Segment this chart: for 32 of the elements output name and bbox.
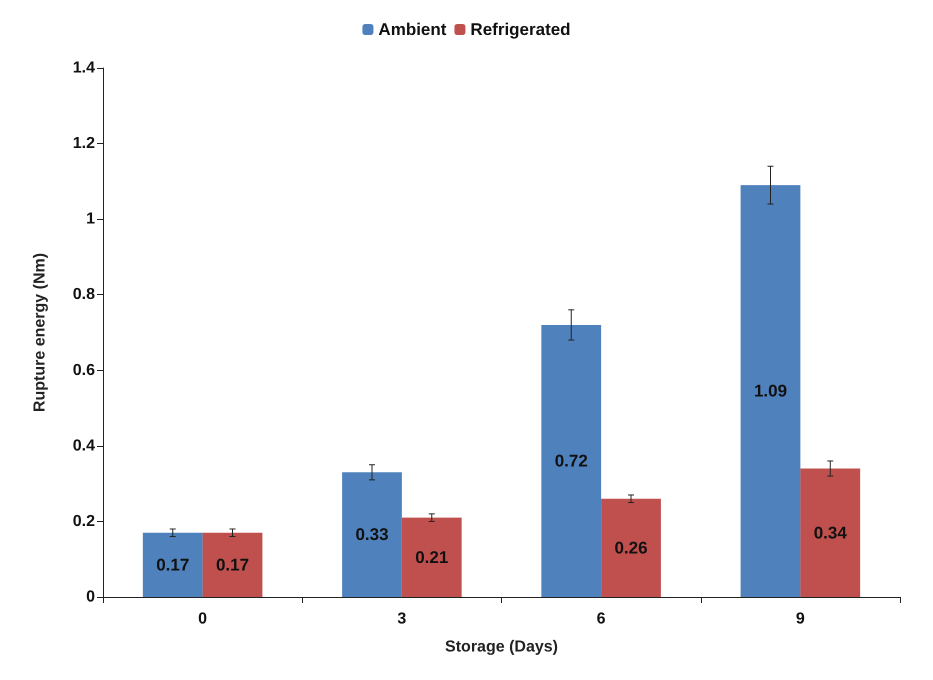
x-tick-label: 6 (596, 610, 606, 628)
bar (402, 518, 462, 597)
data-label: 0.34 (814, 523, 848, 542)
data-label: 0.72 (554, 451, 588, 470)
data-label: 0.33 (355, 525, 389, 544)
bar (142, 532, 203, 597)
legend-label: Refrigerated (470, 20, 571, 39)
y-tick-label: 1.2 (72, 135, 96, 152)
x-tick-label: 0 (198, 610, 208, 628)
x-tick-label: 3 (397, 610, 406, 628)
data-label: 0.17 (156, 555, 190, 574)
data-label: 0.26 (614, 538, 648, 558)
bar (601, 498, 661, 597)
x-tick-label: 9 (796, 610, 805, 628)
y-tick-label: 1 (86, 210, 96, 228)
bar (541, 324, 602, 597)
bar (202, 532, 262, 597)
y-tick-label: 0 (86, 588, 96, 606)
bar (342, 472, 402, 597)
legend-label: Ambient (378, 20, 447, 39)
y-axis-title: Rupture energy (Nm) (32, 252, 48, 412)
data-label: 0.17 (216, 555, 250, 574)
y-tick-label: 0.4 (72, 437, 96, 454)
bar (740, 185, 800, 597)
y-tick-label: 0.8 (72, 286, 96, 304)
data-label: 0.21 (415, 548, 448, 567)
bar (800, 468, 860, 597)
data-label: 1.09 (754, 382, 788, 401)
x-axis-title: Storage (Days) (445, 638, 558, 656)
y-tick-label: 0.6 (72, 362, 96, 379)
y-tick-label: 1.4 (72, 60, 96, 76)
y-tick-label: 0.2 (72, 512, 96, 530)
